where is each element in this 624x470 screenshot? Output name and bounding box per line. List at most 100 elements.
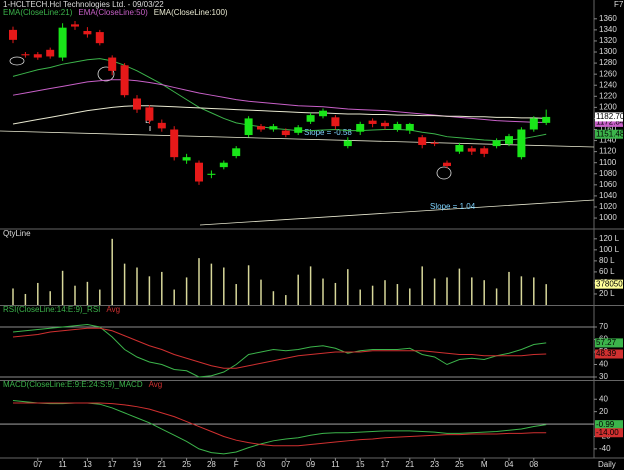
candle-body [529,118,538,130]
volume-bar [471,277,473,305]
y-tick-label: 80 L [599,256,615,265]
volume-bar [99,289,101,305]
value-box [595,428,623,438]
x-tick-label: 19 [133,460,142,469]
y-tick-label: 1260 [599,69,617,78]
y-tick-label: 1020 [599,202,617,211]
volume-bar [371,285,374,305]
x-tick-label: 25 [182,460,191,469]
volume-bar [86,281,89,305]
candle-body [21,54,30,56]
candle-body [9,29,17,40]
volume-bar [285,295,287,305]
y-tick-label: 1280 [599,58,617,67]
y-tick-label: 20 L [599,289,615,298]
x-tick-label: 11 [58,460,67,469]
candle-body [480,148,489,154]
volume-bar [309,266,312,305]
candle-body [492,140,501,147]
value-box-label: -14.00 [596,428,619,437]
value-box [595,117,623,127]
y-tick-label: 40 [599,394,608,403]
volume-bar [508,271,510,305]
value-box [595,420,623,430]
indicator-line [12,327,547,369]
candle-body [393,123,402,130]
candle-body [542,116,551,123]
indicator-line [13,402,547,447]
value-box-label: 1151.48 [596,129,624,138]
volume-bar [12,288,14,305]
y-tick-label: 1140 [599,136,617,145]
legend-entry: RSI(CloseLine:14:E:9)_RSI [3,305,100,314]
x-tick-label: 09 [306,460,315,469]
candle-body [418,137,427,145]
candle-body [120,65,129,96]
volume-bar [483,280,485,305]
circle-annotation [436,166,452,180]
value-box [595,112,623,122]
candle-body [145,107,154,121]
candle-body [430,142,439,144]
legend-entry: MACD(CloseLine:E:9:E:24:S:9)_MACD [3,380,143,389]
candle-body [257,126,265,130]
value-box [595,279,623,289]
volume-bar [433,278,436,305]
legend-entry: EMA(CloseLine:21) [3,8,73,17]
value-box-label: 3780505 [596,279,624,288]
x-tick-label: 21 [157,460,166,469]
candle-body [368,120,377,124]
volume-bar [37,282,39,305]
indicator-line [12,105,547,125]
indicator-line [12,323,547,378]
y-tick-label: 100 L [599,245,620,254]
candle-body [195,162,203,182]
volume-bar [347,269,349,305]
volume-bar [223,267,225,305]
legend-entry: EMA(CloseLine:100) [154,8,228,17]
candle-body [170,129,179,158]
chart-title: 1-HCLTECH.Hcl Technologies Ltd. - 09/03/… [3,0,164,9]
volume-bar [334,282,337,305]
value-box-label: 1172.84 [596,117,624,126]
volume-bar [198,258,200,305]
y-tick-label: 1320 [599,36,617,45]
candle-body [467,148,476,152]
candle-body [232,148,241,157]
y-tick-label: 20 [599,407,608,416]
legend-entry: Avg [149,380,163,389]
slope-label: Slope = -0.58 [304,128,352,137]
x-tick-label: 17 [108,460,117,469]
volume-bar [322,278,324,305]
x-tick-label: 28 [207,460,216,469]
candle-body [517,129,526,158]
y-tick-label: 40 [599,360,608,369]
y-tick-label: 1340 [599,25,617,34]
candle-body [505,136,513,144]
value-box-label: 57.27 [596,338,617,347]
x-tick-label: 23 [430,460,439,469]
volume-bar [495,288,498,305]
volume-bar [359,289,361,305]
y-tick-label: 30 [599,372,608,381]
x-tick-label: 21 [405,460,414,469]
volume-bar [210,263,213,305]
y-tick-label: 60 L [599,267,615,276]
candle-body [306,115,315,122]
x-tick-label: M [481,460,488,469]
candle-body [157,122,166,129]
value-box-label: 1182.70 [596,112,624,121]
candle-body [83,30,92,35]
volume-bar [61,270,64,305]
volume-bar [409,288,411,305]
x-tick-label: 08 [529,460,538,469]
x-tick-label: 07 [281,460,290,469]
volume-bar [396,284,399,305]
legend-entry: EMA(CloseLine:50) [78,8,148,17]
y-tick-label: 1200 [599,102,617,111]
candle-body [455,144,464,152]
volume-bar [260,279,262,305]
volume-bar [185,277,188,305]
value-box [595,349,623,359]
